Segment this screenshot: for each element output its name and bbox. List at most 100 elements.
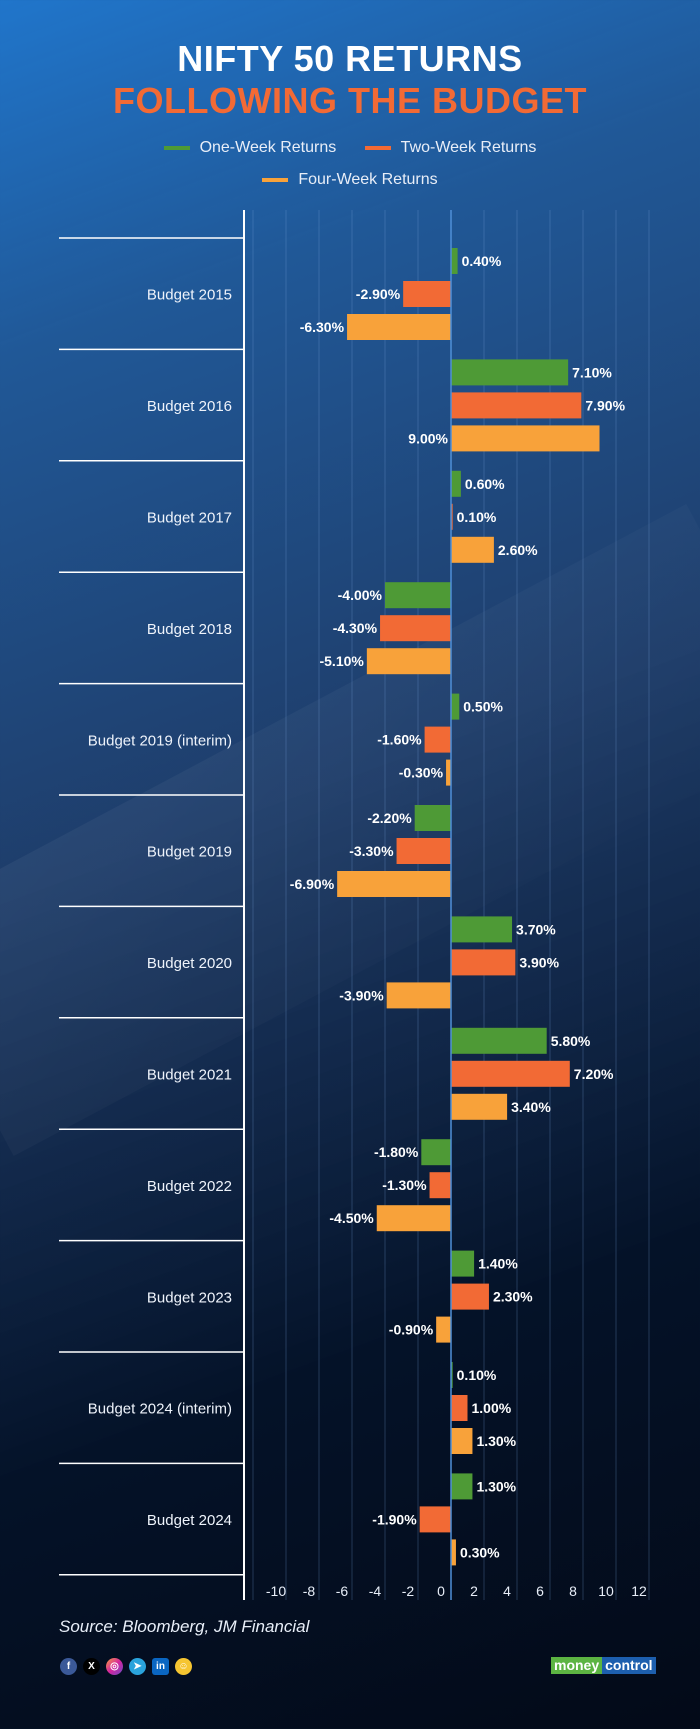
category-label: Budget 2016: [147, 398, 232, 415]
source-note: Source: Bloomberg, JM Financial: [59, 1617, 310, 1636]
moneycontrol-logo: money control: [551, 1657, 656, 1674]
data-label: 2.30%: [493, 1289, 533, 1305]
x-tick-label: 12: [631, 1583, 647, 1599]
bar-one-week-returns: [451, 1027, 547, 1054]
bar-one-week-returns: [451, 359, 569, 386]
data-label: -6.90%: [290, 876, 335, 892]
telegram-icon[interactable]: ➤: [129, 1658, 146, 1675]
data-label: -0.90%: [389, 1322, 434, 1338]
data-label: 0.10%: [457, 1367, 497, 1383]
data-label: -1.90%: [372, 1511, 417, 1527]
bar-four-week-returns: [376, 1205, 451, 1232]
bar-four-week-returns: [347, 314, 451, 340]
x-tick-label: 8: [569, 1583, 577, 1599]
bar-one-week-returns: [451, 248, 458, 274]
data-label: -4.00%: [338, 587, 383, 603]
x-tick-label: 2: [470, 1583, 478, 1599]
bar-four-week-returns: [451, 536, 494, 563]
facebook-icon[interactable]: f: [60, 1658, 77, 1675]
bar-four-week-returns: [337, 871, 451, 897]
logo-money: money: [551, 1657, 603, 1674]
bar-two-week-returns: [396, 838, 451, 864]
x-tick-label: -4: [369, 1583, 382, 1599]
x-tick-label: -6: [336, 1583, 349, 1599]
data-label: 0.60%: [465, 476, 505, 492]
bar-two-week-returns: [451, 503, 453, 530]
bar-four-week-returns: [446, 759, 451, 786]
data-label: 3.40%: [511, 1099, 551, 1115]
bar-one-week-returns: [451, 470, 461, 497]
legend-item-two-week: Two-Week Returns: [364, 139, 537, 157]
legend-swatch-two-week: [364, 146, 391, 150]
bar-two-week-returns: [451, 1060, 570, 1087]
legend-item-four-week: Four-Week Returns: [262, 171, 438, 189]
category-label: Budget 2022: [147, 1178, 232, 1195]
data-label: -6.30%: [300, 319, 345, 335]
bar-one-week-returns: [451, 1362, 453, 1388]
x-tick-label: 4: [503, 1583, 511, 1599]
data-label: -3.90%: [339, 987, 384, 1003]
data-label: 7.90%: [585, 397, 625, 413]
data-label: 7.10%: [572, 364, 612, 380]
bar-two-week-returns: [380, 615, 451, 642]
bar-four-week-returns: [451, 1093, 508, 1120]
legend-row-1: One-Week Returns Two-Week Returns: [0, 137, 700, 157]
logo-control: control: [602, 1657, 656, 1674]
snapchat-icon[interactable]: ☺: [175, 1658, 192, 1675]
category-label: Budget 2018: [147, 621, 232, 638]
category-label: Budget 2020: [147, 955, 232, 972]
bar-two-week-returns: [419, 1506, 451, 1533]
social-icons: f X ◎ ➤ in ☺: [60, 1658, 192, 1675]
data-label: 2.60%: [498, 542, 538, 558]
data-label: 0.10%: [457, 509, 497, 525]
linkedin-icon[interactable]: in: [152, 1658, 169, 1675]
data-label: -4.50%: [329, 1210, 374, 1226]
category-label: Budget 2024: [147, 1512, 232, 1529]
bar-two-week-returns: [451, 949, 516, 976]
bar-two-week-returns: [424, 726, 451, 753]
legend-label-one-week: One-Week Returns: [199, 139, 337, 156]
category-label: Budget 2024 (interim): [88, 1401, 232, 1418]
data-label: 1.30%: [476, 1478, 516, 1494]
bar-four-week-returns: [436, 1316, 451, 1343]
data-label: -0.30%: [399, 765, 444, 781]
category-label: Budget 2021: [147, 1067, 232, 1084]
x-tick-label: 10: [598, 1583, 614, 1599]
chart-title-line1: NIFTY 50 RETURNS: [177, 38, 523, 79]
data-label: 1.00%: [472, 1400, 512, 1416]
data-label: -1.30%: [382, 1177, 427, 1193]
bar-one-week-returns: [451, 693, 460, 720]
data-label: 0.30%: [460, 1544, 500, 1560]
data-label: -2.90%: [356, 286, 401, 302]
data-label: 0.50%: [463, 699, 503, 715]
x-tick-label: 6: [536, 1583, 544, 1599]
chart-title-line2: FOLLOWING THE BUDGET: [113, 80, 587, 121]
bar-one-week-returns: [421, 1139, 451, 1166]
x-tick-label: -10: [266, 1583, 286, 1599]
instagram-icon[interactable]: ◎: [106, 1658, 123, 1675]
data-label: 7.20%: [574, 1066, 614, 1082]
data-label: -2.20%: [367, 810, 412, 826]
data-label: 5.80%: [551, 1033, 591, 1049]
bar-four-week-returns: [451, 1539, 456, 1566]
bar-four-week-returns: [386, 982, 451, 1009]
data-label: 9.00%: [408, 430, 448, 446]
bar-one-week-returns: [385, 582, 451, 609]
data-label: -5.10%: [319, 653, 364, 669]
x-icon[interactable]: X: [83, 1658, 100, 1675]
legend-label-two-week: Two-Week Returns: [400, 139, 537, 156]
bar-one-week-returns: [451, 1473, 473, 1500]
bar-four-week-returns: [451, 1428, 473, 1454]
bar-one-week-returns: [451, 916, 513, 943]
data-label: 3.70%: [516, 921, 556, 937]
x-tick-label: 0: [437, 1583, 445, 1599]
bar-two-week-returns: [403, 281, 451, 307]
data-label: -3.30%: [349, 843, 394, 859]
bar-one-week-returns: [414, 805, 451, 831]
data-label: -1.80%: [374, 1144, 419, 1160]
data-label: 1.30%: [476, 1433, 516, 1449]
data-label: 1.40%: [478, 1256, 518, 1272]
data-label: 3.90%: [519, 954, 559, 970]
category-label: Budget 2015: [147, 287, 232, 304]
